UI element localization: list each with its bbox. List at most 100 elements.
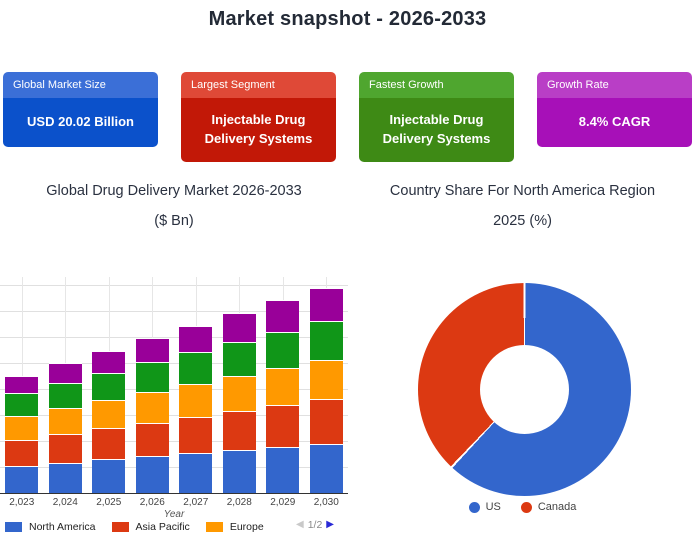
stat-card-growth-rate: Growth Rate 8.4% CAGR bbox=[537, 72, 692, 147]
bar-segment[interactable] bbox=[92, 459, 126, 493]
bar-segment[interactable] bbox=[222, 376, 256, 411]
donut-legend-swatch bbox=[520, 501, 532, 513]
bar-chart-x-axis: 2,023 2,024 2,025 2,026 2,027 2,028 2,029 2,030 bbox=[0, 497, 348, 509]
bar-segment[interactable] bbox=[135, 362, 169, 393]
donut-legend-item: US bbox=[468, 501, 501, 513]
bar-chart-plot-area[interactable] bbox=[0, 277, 348, 494]
legend-prev-page-icon[interactable]: ◀ bbox=[295, 519, 304, 530]
bar-segment[interactable] bbox=[266, 300, 300, 332]
x-tick-label: 2,029 bbox=[270, 497, 296, 508]
x-tick-label: 2,028 bbox=[226, 497, 252, 508]
bar-segment[interactable] bbox=[309, 321, 343, 361]
horizontal-gridline bbox=[0, 337, 348, 338]
bar-segment[interactable] bbox=[179, 352, 213, 385]
bar-segment[interactable] bbox=[309, 287, 343, 322]
bar-chart-title-line1: Global Drug Delivery Market 2026-2033 bbox=[46, 183, 302, 199]
bar-segment[interactable] bbox=[92, 400, 126, 429]
x-tick-label: 2,025 bbox=[96, 497, 122, 508]
bar-segment[interactable] bbox=[179, 384, 213, 417]
donut-hole bbox=[480, 345, 569, 434]
x-axis-title: Year bbox=[163, 509, 185, 520]
horizontal-gridline bbox=[0, 363, 348, 364]
bar-segment[interactable] bbox=[48, 408, 82, 434]
legend-label: North America bbox=[29, 521, 96, 533]
stat-card-body: USD 20.02 Billion bbox=[3, 98, 158, 147]
bar-segment[interactable] bbox=[266, 331, 300, 369]
bar-segment[interactable] bbox=[92, 428, 126, 460]
stacked-bar-chart: 2,023 2,024 2,025 2,026 2,027 2,028 2,029 2,030… bbox=[0, 277, 348, 533]
donut-legend-label: US bbox=[485, 501, 501, 513]
bar-segment[interactable] bbox=[266, 446, 300, 493]
bar-segment[interactable] bbox=[48, 382, 82, 409]
bar-segment[interactable] bbox=[179, 325, 213, 353]
x-tick-label: 2,030 bbox=[313, 497, 339, 508]
bar-chart-title-line2: ($ Bn) bbox=[154, 213, 194, 229]
legend-item: Asia Pacific bbox=[111, 521, 190, 533]
stat-card-header: Growth Rate bbox=[537, 72, 692, 98]
donut-chart-title: Country Share For North America Region 2… bbox=[350, 176, 695, 236]
stat-card-body: Injectable Drug Delivery Systems bbox=[359, 98, 514, 162]
bar-segment[interactable] bbox=[309, 443, 343, 493]
bar-chart-legend: North America Asia Pacific Europe bbox=[5, 521, 264, 533]
horizontal-gridline bbox=[0, 441, 348, 442]
legend-pagination: ◀ 1/2 ▶ bbox=[296, 519, 334, 531]
donut-chart-legend: US Canada bbox=[350, 501, 695, 513]
bar-segment[interactable] bbox=[48, 363, 82, 383]
bar-segment[interactable] bbox=[92, 351, 126, 373]
bar-segment[interactable] bbox=[222, 341, 256, 377]
bar-chart-title: Global Drug Delivery Market 2026-2033 ($… bbox=[0, 176, 348, 236]
bar-segment[interactable] bbox=[5, 392, 39, 417]
x-tick-label: 2,026 bbox=[139, 497, 165, 508]
bar-segment[interactable] bbox=[48, 434, 82, 463]
bar-segment[interactable] bbox=[179, 452, 213, 493]
bar-segment[interactable] bbox=[5, 439, 39, 466]
legend-page-indicator: 1/2 bbox=[307, 519, 323, 531]
stat-card-body: Injectable Drug Delivery Systems bbox=[181, 98, 336, 162]
legend-item: Europe bbox=[205, 521, 264, 533]
bar-segment[interactable] bbox=[5, 465, 39, 493]
bar-segment[interactable] bbox=[135, 392, 169, 423]
horizontal-gridline bbox=[0, 285, 348, 286]
bar-segment[interactable] bbox=[222, 449, 256, 493]
bar-segment[interactable] bbox=[5, 416, 39, 440]
bar-segment[interactable] bbox=[135, 338, 169, 363]
bar-segment[interactable] bbox=[266, 405, 300, 447]
stat-card-body: 8.4% CAGR bbox=[537, 98, 692, 147]
bar-segment[interactable] bbox=[48, 462, 82, 493]
stat-card-header: Fastest Growth bbox=[359, 72, 514, 98]
x-tick-label: 2,024 bbox=[52, 497, 78, 508]
bar-segment[interactable] bbox=[5, 376, 39, 393]
donut-chart-title-line1: Country Share For North America Region bbox=[389, 183, 656, 199]
horizontal-gridline bbox=[0, 415, 348, 416]
stat-card-header: Largest Segment bbox=[181, 72, 336, 98]
donut-legend-swatch bbox=[468, 501, 480, 513]
bar-segment[interactable] bbox=[222, 410, 256, 450]
donut-chart[interactable] bbox=[418, 283, 631, 496]
bar-segment[interactable] bbox=[92, 372, 126, 401]
bar-segment[interactable] bbox=[266, 368, 300, 406]
donut-legend-item: Canada bbox=[520, 501, 577, 513]
x-tick-label: 2,027 bbox=[183, 497, 209, 508]
stat-card-largest-segment: Largest Segment Injectable Drug Delivery… bbox=[181, 72, 336, 162]
donut-legend-label: Canada bbox=[537, 501, 577, 513]
bar-segment[interactable] bbox=[309, 399, 343, 444]
legend-next-page-icon[interactable]: ▶ bbox=[326, 519, 334, 530]
bar-segment[interactable] bbox=[179, 416, 213, 453]
stat-card-global-market-size: Global Market Size USD 20.02 Billion bbox=[3, 72, 158, 147]
bar-segment[interactable] bbox=[135, 456, 169, 493]
horizontal-gridline bbox=[0, 311, 348, 312]
page-title: Market snapshot - 2026-2033 bbox=[208, 8, 487, 30]
stat-card-header: Global Market Size bbox=[3, 72, 158, 98]
legend-swatch bbox=[111, 522, 129, 532]
bar-segment[interactable] bbox=[135, 422, 169, 457]
bar-segment[interactable] bbox=[309, 360, 343, 400]
legend-swatch bbox=[5, 522, 22, 532]
horizontal-gridline bbox=[0, 467, 348, 468]
legend-swatch bbox=[205, 522, 223, 532]
donut-chart-title-line2: 2025 (%) bbox=[493, 213, 552, 229]
legend-label: Asia Pacific bbox=[135, 521, 190, 533]
stat-card-fastest-growth: Fastest Growth Injectable Drug Delivery … bbox=[359, 72, 514, 162]
legend-item: North America bbox=[5, 521, 96, 533]
bar-segment[interactable] bbox=[222, 312, 256, 342]
